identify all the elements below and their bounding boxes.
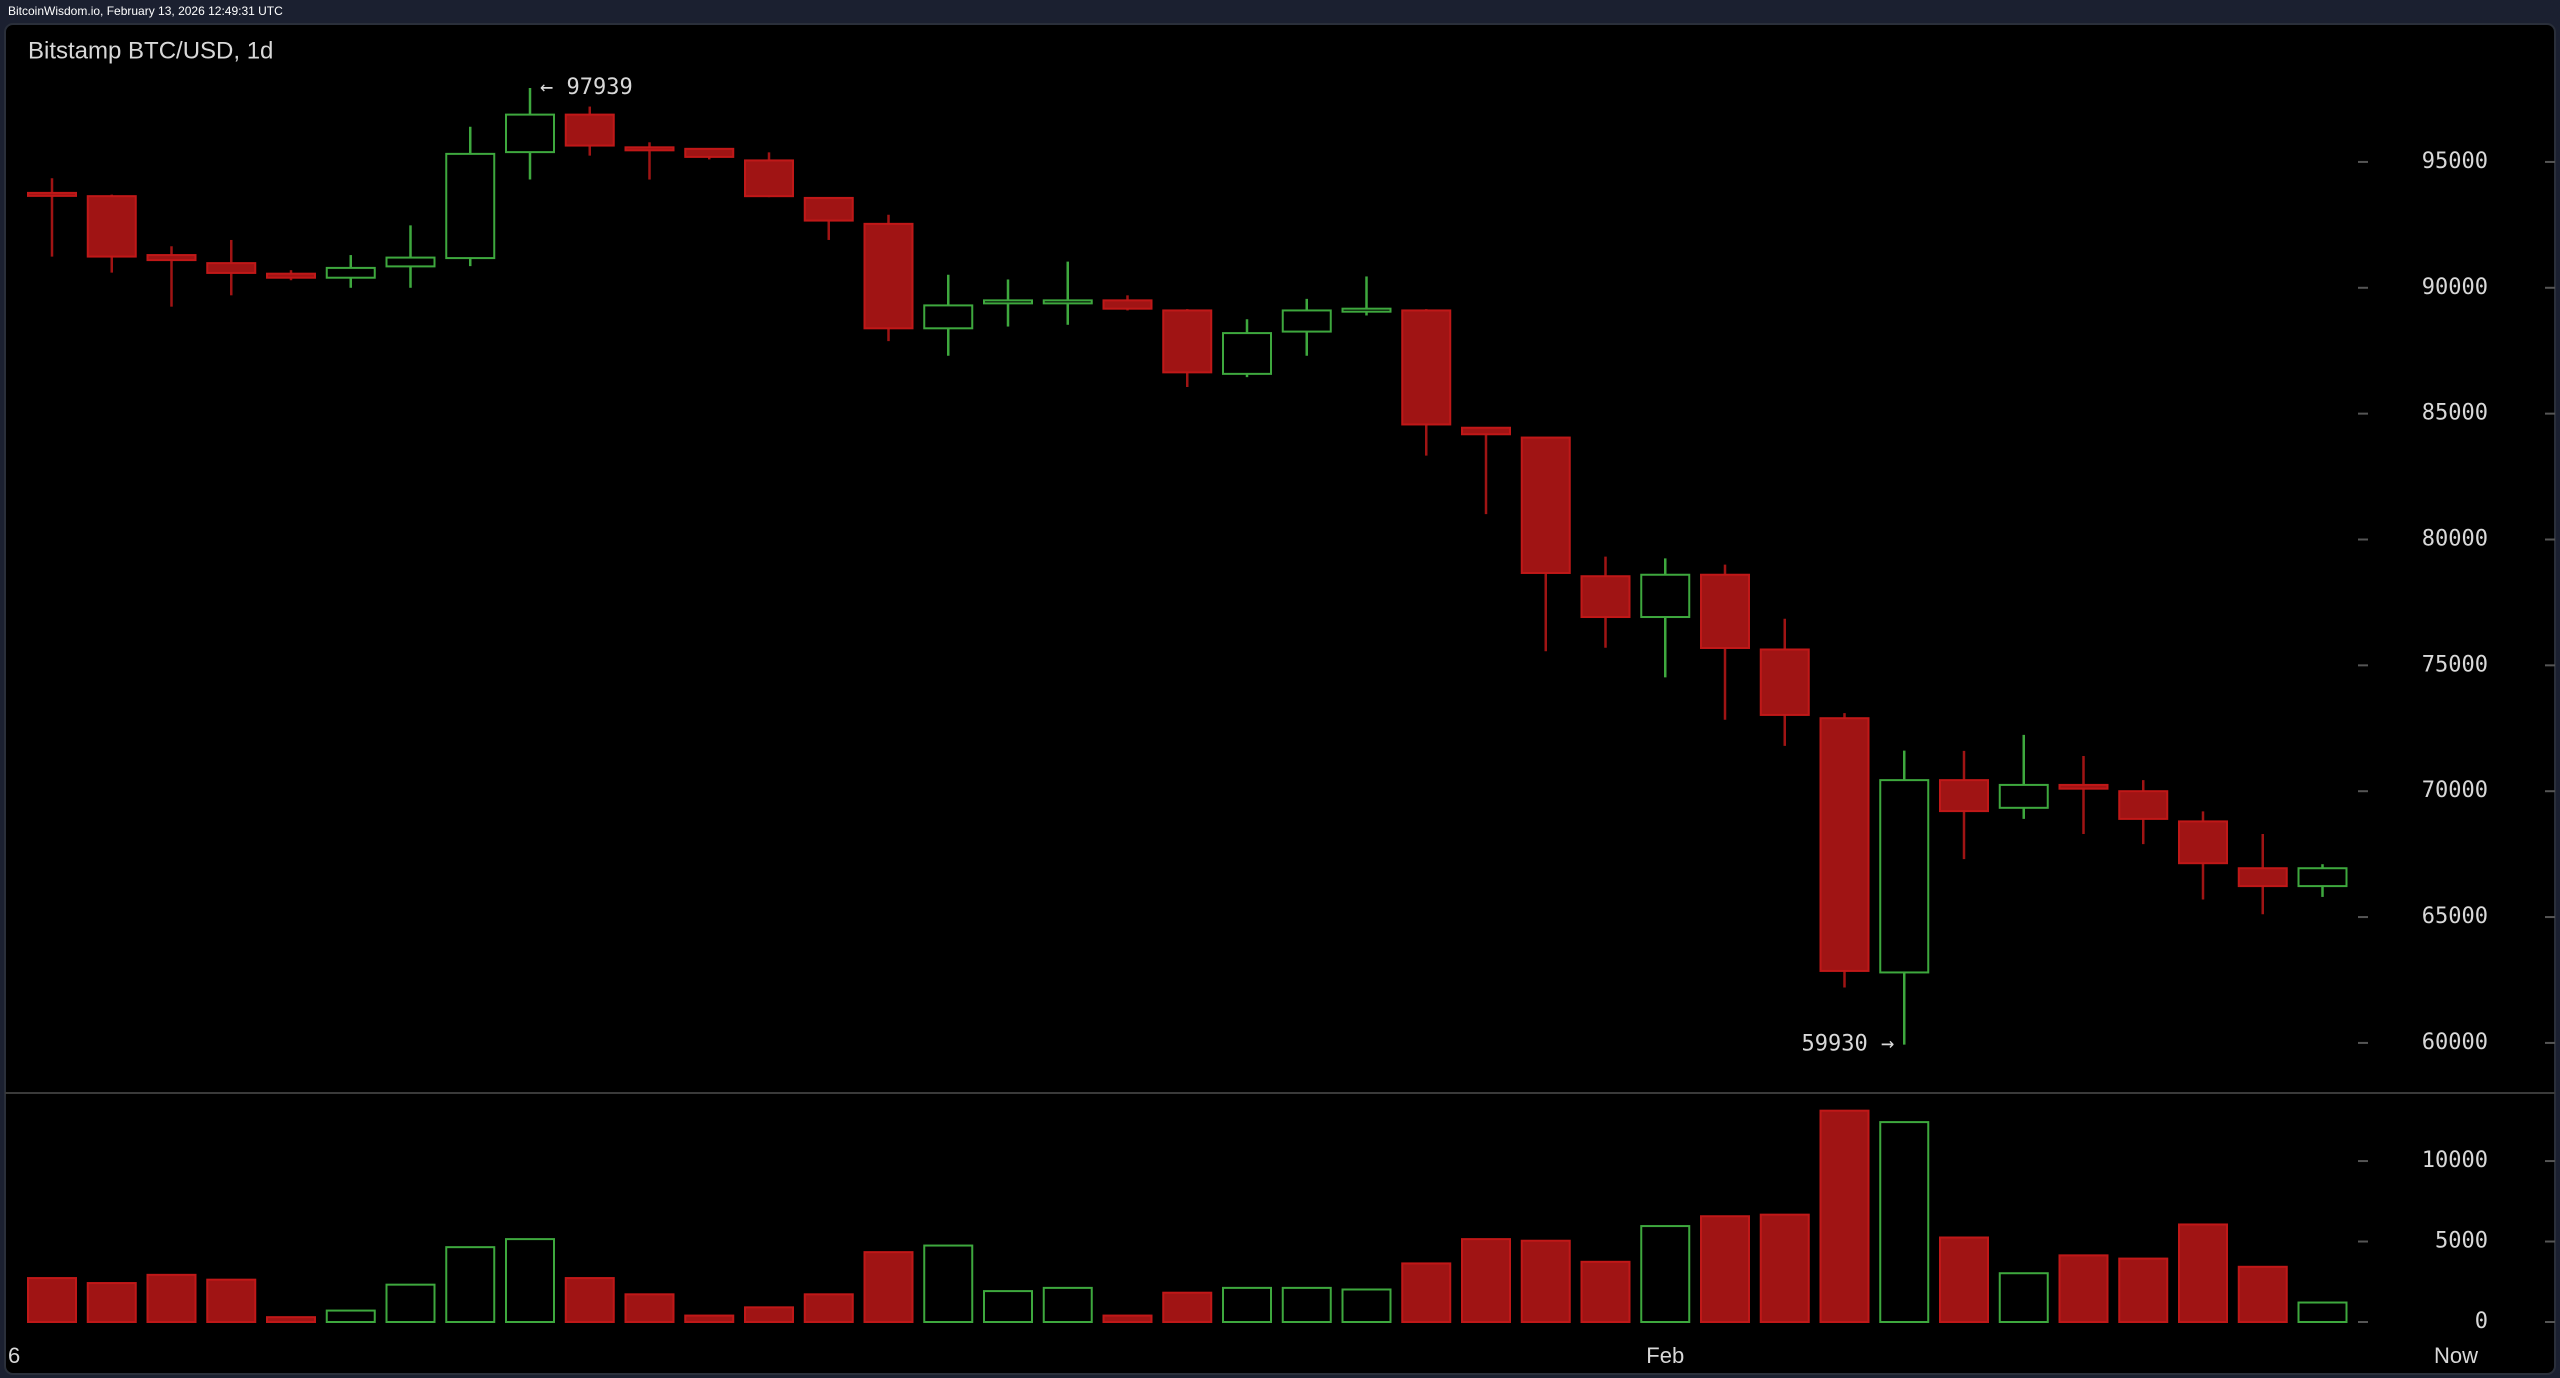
candle-body	[2058, 783, 2109, 790]
y-tick-label: 85000	[2422, 401, 2488, 426]
candle-body	[1102, 299, 1153, 310]
candle-body	[564, 113, 615, 147]
candle-body	[923, 304, 974, 330]
candle-body	[445, 152, 496, 260]
candle-body	[684, 147, 735, 158]
volume-bar	[2178, 1223, 2228, 1323]
volume-bar	[2118, 1257, 2169, 1324]
volume-bar	[564, 1277, 615, 1323]
candle-body	[1580, 575, 1631, 619]
candle-body	[27, 191, 77, 197]
volume-bar	[1461, 1238, 1511, 1323]
volume-bar	[266, 1316, 316, 1324]
volume-bar	[1281, 1286, 1332, 1324]
volume-bar	[624, 1293, 675, 1323]
volume-bar	[1759, 1213, 1810, 1324]
x-tick-label: 6	[8, 1343, 20, 1368]
volume-bar	[206, 1278, 257, 1323]
volume-bar	[1819, 1109, 1870, 1324]
candle-body	[983, 299, 1033, 305]
candle-body	[1759, 648, 1810, 716]
candle-body	[1222, 332, 1272, 375]
volume-bar	[2237, 1265, 2288, 1324]
volume-bar	[1640, 1225, 1691, 1323]
candle-body	[266, 272, 316, 279]
candle-body	[624, 146, 675, 152]
volume-bar	[744, 1306, 794, 1323]
volume-bar	[1042, 1286, 1093, 1324]
chart-title: Bitstamp BTC/USD, 1d	[28, 37, 273, 64]
y-tick-label: 70000	[2422, 778, 2488, 803]
volume-bar	[505, 1238, 555, 1323]
volume-bar	[2058, 1254, 2109, 1323]
candle-body	[1162, 309, 1213, 374]
candle-body	[1461, 426, 1511, 436]
volume-bar	[1939, 1236, 1989, 1324]
candle-body	[863, 222, 914, 330]
candle-body	[385, 256, 436, 268]
candle-body	[206, 262, 257, 274]
candle-body	[505, 113, 555, 154]
volume-bar	[983, 1290, 1033, 1324]
candle-body	[2118, 790, 2169, 820]
candle-body	[1281, 309, 1332, 333]
volume-bar	[146, 1273, 197, 1324]
volume-bar	[325, 1309, 376, 1323]
y-tick-label: 80000	[2422, 526, 2488, 551]
candle-body	[744, 159, 794, 198]
candle-body	[1998, 783, 2049, 809]
candle-body	[325, 266, 376, 279]
volume-bar	[2297, 1301, 2348, 1324]
header: BitcoinWisdom.io, February 13, 2026 12:4…	[8, 4, 283, 18]
candle-body	[1640, 573, 1691, 619]
volume-bar	[1401, 1262, 1452, 1323]
volume-bar	[27, 1277, 77, 1323]
candle-body	[1819, 717, 1870, 972]
x-tick-label: Now	[2434, 1343, 2478, 1368]
candle-body	[1939, 779, 1989, 813]
candle-body	[1341, 307, 1392, 313]
volume-bar	[863, 1251, 914, 1324]
volume-bar	[1162, 1291, 1213, 1323]
volume-bar	[803, 1293, 854, 1323]
candle-body	[1401, 309, 1452, 426]
candle-body	[146, 254, 197, 262]
x-tick-label: Feb	[1646, 1343, 1684, 1368]
volume-bar	[1222, 1286, 1272, 1324]
volume-bar	[1520, 1239, 1571, 1323]
y2-tick-label: 10000	[2422, 1148, 2488, 1173]
volume-bar	[1998, 1272, 2049, 1324]
candle-body	[2237, 867, 2288, 888]
y2-tick-label: 0	[2475, 1309, 2488, 1334]
y-tick-label: 60000	[2422, 1030, 2488, 1055]
volume-bar	[385, 1283, 436, 1323]
candle-body	[2178, 820, 2228, 865]
volume-bar	[684, 1314, 735, 1323]
annotation: ← 97939	[540, 75, 633, 100]
volume-bar	[1580, 1260, 1631, 1324]
chart-panel	[4, 23, 2556, 1375]
volume-bar	[1879, 1121, 1930, 1324]
candle-body	[1520, 436, 1571, 574]
volume-bar	[1102, 1314, 1153, 1323]
candle-body	[1879, 779, 1930, 974]
candle-body	[86, 195, 137, 258]
volume-bar	[923, 1244, 974, 1324]
y-tick-label: 90000	[2422, 275, 2488, 300]
candle-body	[803, 196, 854, 222]
y2-tick-label: 5000	[2435, 1229, 2488, 1254]
annotation: 59930 →	[1802, 1032, 1895, 1057]
candle-body	[1700, 573, 1750, 649]
candle-body	[2297, 867, 2348, 888]
volume-bar	[445, 1246, 496, 1324]
candle-body	[1042, 299, 1093, 305]
volume-bar	[86, 1282, 137, 1323]
volume-bar	[1341, 1288, 1392, 1324]
y-tick-label: 65000	[2422, 904, 2488, 929]
volume-bar	[1700, 1215, 1750, 1324]
y-tick-label: 95000	[2422, 149, 2488, 174]
y-tick-label: 75000	[2422, 652, 2488, 677]
